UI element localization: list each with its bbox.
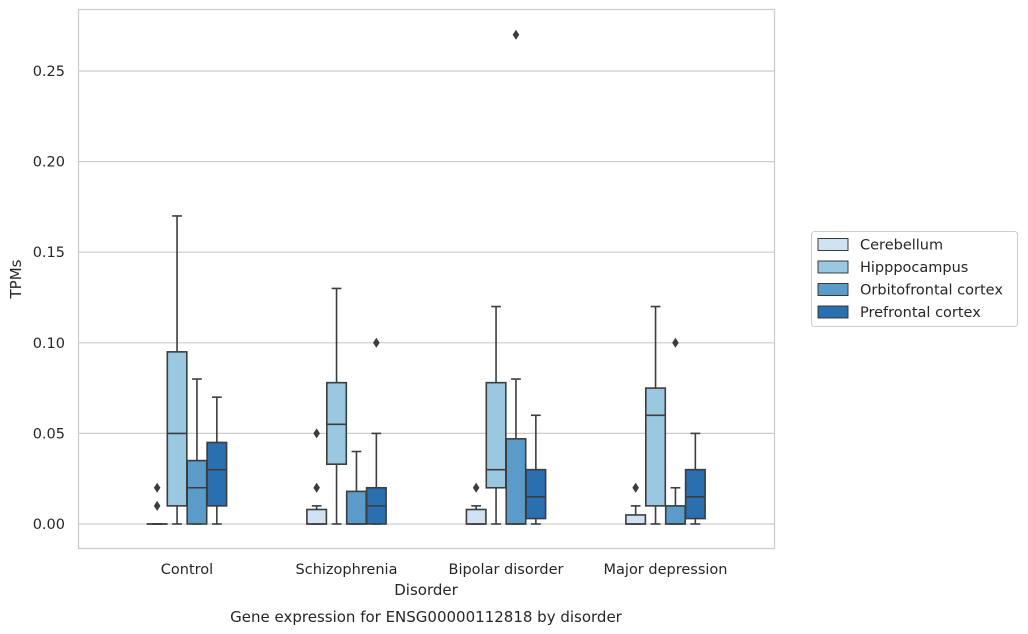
box-group	[365, 337, 387, 525]
x-tick-label: Bipolar disorder	[449, 562, 564, 578]
y-tick-label: 0.25	[33, 64, 65, 80]
legend-frame	[811, 231, 1018, 327]
chart-title: Gene expression for ENSG00000112818 by d…	[230, 608, 623, 626]
box-body	[644, 387, 667, 507]
outlier-point	[313, 482, 320, 493]
plot-area-frame	[77, 8, 776, 550]
y-axis-title: TPMs	[7, 259, 25, 299]
legend: Cerebellum Hipppocampus Orbitofrontal cort…	[811, 231, 1018, 327]
box-group	[684, 432, 706, 525]
legend-swatch	[817, 238, 849, 251]
legend-label: Hipppocampus	[860, 260, 968, 276]
legend-label: Orbitofrontal cortex	[860, 283, 1003, 299]
box-group	[306, 428, 328, 525]
box-body	[485, 381, 507, 489]
legend-label: Prefrontal cortex	[860, 305, 981, 321]
legend-swatch	[817, 260, 849, 274]
y-tick-label: 0.00	[33, 517, 65, 533]
x-tick-label: Control	[161, 562, 213, 578]
box-group	[664, 337, 687, 525]
x-tick-labels: Control Schizophrenia Bipolar disorder Majo…	[161, 562, 728, 578]
y-tick-label: 0.05	[33, 426, 65, 442]
legend-swatch	[817, 283, 849, 296]
outlier-point	[313, 428, 320, 439]
series-hipppocampus	[166, 215, 667, 525]
box-group	[465, 482, 487, 525]
box-series	[146, 29, 706, 525]
box-group	[166, 215, 188, 525]
box-body	[684, 468, 706, 520]
box-body	[525, 468, 547, 520]
outlier-point	[512, 29, 520, 40]
outlier-point	[472, 482, 480, 493]
y-tick-label: 0.10	[33, 336, 65, 352]
box-group	[525, 414, 547, 525]
box-body	[505, 438, 527, 525]
box-body	[325, 381, 348, 466]
series-prefrontal-cortex	[206, 337, 706, 525]
box-body	[306, 508, 328, 525]
box-group	[186, 378, 208, 525]
legend-label: Cerebellum	[860, 238, 943, 254]
outlier-point	[153, 500, 161, 511]
x-axis-title: Disorder	[394, 581, 458, 599]
box-body	[625, 514, 647, 525]
x-tick-label: Schizophrenia	[296, 562, 398, 578]
x-tick-label: Major depression	[604, 562, 728, 578]
box-group	[625, 482, 647, 525]
box-body	[206, 441, 228, 507]
box-body	[166, 351, 188, 507]
box-body	[465, 508, 487, 525]
y-tick-labels: 0.00 0.05 0.10 0.15 0.20 0.25	[33, 64, 65, 533]
box-body	[186, 459, 208, 525]
y-tick-label: 0.20	[33, 155, 65, 171]
box-body	[664, 505, 687, 525]
outlier-point	[632, 482, 639, 493]
legend-swatch	[817, 305, 849, 319]
y-tick-label: 0.15	[33, 245, 65, 261]
series-orbitofrontal-cortex	[186, 29, 687, 525]
outlier-point	[672, 337, 679, 348]
outlier-point	[373, 337, 380, 348]
box-group	[146, 482, 168, 525]
outlier-point	[153, 482, 161, 493]
series-cerebellum	[146, 428, 647, 525]
box-body	[345, 490, 368, 525]
box-group	[325, 287, 348, 525]
box-group	[206, 396, 228, 525]
box-group	[644, 305, 667, 525]
box-group	[345, 450, 368, 525]
box-group	[505, 29, 527, 525]
box-group	[485, 305, 507, 525]
